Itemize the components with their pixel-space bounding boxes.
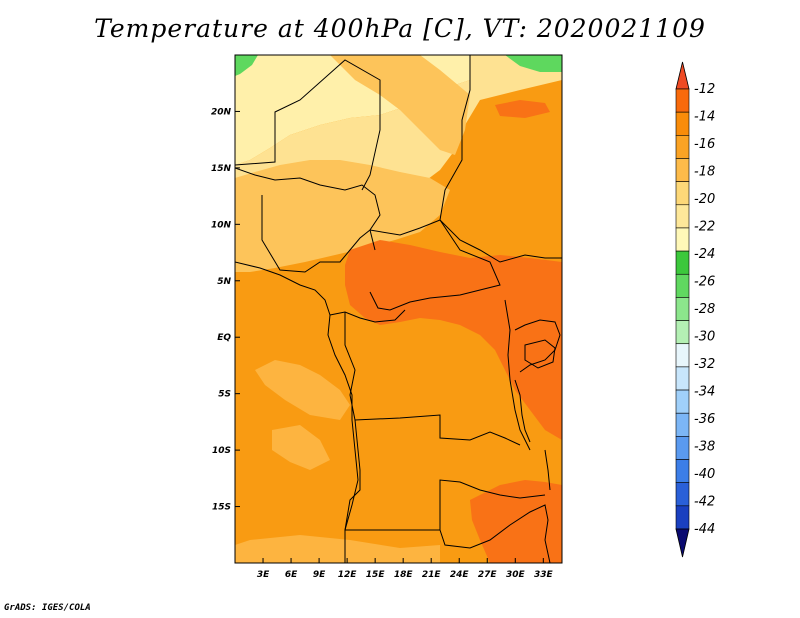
temperature-region-coast-strip [255, 360, 350, 420]
colorbar-label: -40 [694, 467, 715, 482]
y-tick-label: 5N [217, 277, 231, 287]
colorbar-label: -14 [694, 110, 715, 125]
y-tick-label: 5S [218, 390, 231, 400]
colorbar-swatch [675, 181, 690, 206]
colorbar-swatch [675, 204, 690, 229]
border-east-lakes [514, 319, 561, 373]
colorbar-swatch [675, 505, 690, 530]
colorbar-swatch [675, 250, 690, 275]
colorbar-label: -16 [694, 137, 715, 152]
colorbar-label: -36 [694, 412, 715, 427]
lake-victoria [524, 339, 556, 369]
colorbar-swatch [675, 436, 690, 460]
colorbar-label: -32 [694, 357, 715, 372]
y-tick-label: 15S [212, 503, 231, 513]
colorbar-label: -24 [694, 247, 715, 262]
lake-tanganyika [514, 379, 531, 443]
temperature-region-mid-band-north [330, 55, 470, 155]
x-tick-label: 18E [394, 570, 414, 580]
border-gabon [329, 309, 406, 323]
temperature-region-southwest [272, 425, 330, 470]
border-north-africa [235, 59, 381, 191]
colorbar-label: -30 [694, 330, 715, 345]
colorbar-label: -26 [694, 275, 715, 290]
temperature-region-green-northeast [505, 55, 562, 72]
border-central-africa [369, 219, 501, 311]
y-tick-label: 15N [211, 164, 232, 174]
temperature-region-mid-band [235, 160, 450, 272]
colorbar-label: -18 [694, 165, 715, 180]
x-tick-label: 33E [534, 570, 554, 580]
x-tick-label: 30E [506, 570, 526, 580]
colorbar-swatch [675, 297, 690, 321]
colorbar-swatch [675, 366, 690, 391]
colorbar-swatch [675, 320, 690, 345]
map-title: Temperature at 400hPa [C], VT: 202002110… [94, 14, 706, 43]
colorbar-label: -34 [694, 385, 715, 400]
y-tick-label: EQ [217, 333, 231, 343]
colorbar-swatch [675, 135, 690, 159]
y-tick-label: 10N [211, 220, 232, 230]
colorbar-swatch [675, 482, 690, 507]
colorbar-swatch [675, 111, 690, 136]
x-tick-label: 12E [338, 570, 358, 580]
colorbar-swatch [675, 158, 690, 182]
x-axis-ticks: 3E 6E 9E 12E 15E 18E 21E 24E 27E 30E 33E [257, 558, 554, 580]
x-tick-label: 3E [257, 570, 270, 580]
colorbar-swatch [675, 88, 690, 113]
colorbar-swatch [675, 412, 690, 437]
border-congo [344, 312, 521, 446]
colorbar-bottom-triangle [675, 528, 690, 558]
y-tick-label: 10S [212, 446, 231, 456]
map-frame [234, 54, 563, 564]
map-axes: 3E 6E 9E 12E 15E 18E 21E 24E 27E 30E 33E 20N 15N 10N… [211, 54, 563, 580]
temperature-region-south-strip [235, 535, 440, 563]
colorbar-swatch [675, 273, 690, 298]
colorbar-label: -44 [694, 522, 715, 537]
colorbar-swatch [675, 459, 690, 483]
colorbar-label: -12 [694, 82, 715, 97]
colorbar-label: -20 [694, 192, 715, 207]
colorbar-label: -38 [694, 440, 715, 455]
border-chad-sudan [439, 55, 562, 263]
grads-credit: GrADS: IGES/COLA [4, 603, 91, 613]
colorbar-swatch [675, 227, 690, 252]
x-tick-label: 6E [285, 570, 298, 580]
border-zambia-south [439, 504, 551, 563]
border-drc-east [504, 299, 531, 451]
temperature-region-green-northwest [235, 55, 258, 76]
colorbar-label: -42 [694, 495, 715, 510]
temperature-region-warm-central [345, 240, 562, 440]
lake-malawi [544, 449, 551, 491]
x-tick-label: 15E [366, 570, 386, 580]
x-tick-label: 27E [478, 570, 498, 580]
map-panel [235, 55, 562, 563]
border-nigeria-cameroon [261, 195, 371, 273]
colorbar-swatch [675, 343, 690, 368]
y-axis-ticks: 20N 15N 10N 5N EQ 5S 10S 15S [211, 107, 240, 513]
colorbar-label: -28 [694, 302, 715, 317]
border-sahel [235, 167, 381, 251]
x-tick-label: 21E [422, 570, 442, 580]
colorbar-legend: -12 -14 -16 -18 -20 -22 -24 -26 -28 -30 -32 -34 -36 -… [675, 61, 715, 558]
coastline-west [235, 261, 359, 563]
colorbar-swatch [675, 389, 690, 414]
country-borders [235, 55, 562, 563]
x-tick-label: 9E [313, 570, 326, 580]
colorbar-label: -22 [694, 220, 715, 235]
colorbar-top-triangle [675, 61, 690, 90]
y-tick-label: 20N [211, 107, 232, 117]
x-tick-label: 24E [450, 570, 470, 580]
temperature-region-warm-northeast [495, 100, 550, 118]
